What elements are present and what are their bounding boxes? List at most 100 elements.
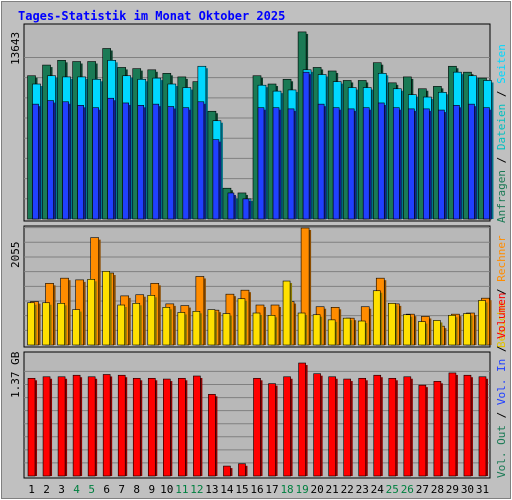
chart-panels: 13643 2055 1.37 GB — [9, 23, 494, 479]
x-tick-label: 20 — [311, 483, 324, 496]
bar-volumen-day-18 — [283, 376, 291, 477]
x-tick-label: 5 — [88, 483, 95, 496]
side-label-middle: Besuche / Rechner — [495, 235, 508, 348]
bar-besuche-day-22 — [342, 317, 351, 346]
bar-besuche-day-29 — [448, 315, 456, 346]
bar-volumen-day-16 — [253, 377, 261, 477]
bar-volumen-day-24 — [373, 374, 382, 477]
x-tick-label: 14 — [220, 483, 234, 496]
x-tick-label: 12 — [190, 483, 203, 496]
panel-middle-ymax-label: 2055 — [9, 242, 22, 269]
bar-besuche-day-26 — [403, 314, 411, 346]
bar-volumen-day-3 — [57, 376, 66, 477]
x-tick-label: 9 — [148, 483, 155, 496]
x-tick-label: 30 — [461, 483, 474, 496]
bar-volumen-day-7 — [117, 374, 126, 477]
x-tick-label: 11 — [175, 483, 188, 496]
bar-volumen-day-28 — [433, 381, 442, 477]
side-label-part: Besuche — [495, 302, 508, 348]
x-tick-label: 25 — [386, 483, 399, 496]
bar-volumen-day-6 — [102, 374, 111, 477]
x-tick-label: 29 — [446, 483, 459, 496]
bar-seiten-day-14 — [227, 192, 235, 220]
panel-middle: 2055 — [9, 225, 492, 348]
panel-bottom: 1.37 GB — [9, 351, 491, 479]
bar-besuche-day-6 — [102, 271, 110, 346]
x-tick-label: 27 — [416, 483, 429, 496]
bar-besuche-day-14 — [222, 313, 231, 346]
bar-besuche-day-11 — [177, 312, 186, 346]
bar-seiten-day-26 — [408, 108, 415, 220]
bar-besuche-day-31 — [478, 300, 486, 346]
bar-seiten-day-18 — [287, 108, 295, 220]
bar-volumen-day-22 — [343, 378, 351, 477]
bar-seiten-day-20 — [317, 103, 325, 220]
bar-seiten-day-8 — [137, 105, 145, 220]
bar-seiten-day-9 — [152, 103, 160, 220]
bar-seiten-day-13 — [212, 139, 220, 220]
bar-besuche-day-2 — [42, 302, 50, 346]
panel-bottom-ymax-label: 1.37 GB — [9, 351, 22, 398]
bar-volumen-day-27 — [418, 384, 427, 477]
side-label-part: / — [495, 405, 508, 425]
x-tick-label: 28 — [431, 483, 444, 496]
bar-seiten-day-23 — [362, 107, 370, 220]
chart-title: Tages-Statistik im Monat Oktober 2025 — [18, 9, 285, 23]
bar-seiten-day-2 — [47, 100, 54, 220]
bar-besuche-day-3 — [57, 303, 65, 346]
side-label-part: Volumen — [495, 293, 508, 339]
bar-volumen-day-11 — [178, 377, 186, 477]
x-tick-label: 23 — [356, 483, 369, 496]
bar-besuche-day-27 — [418, 321, 426, 346]
side-label-part: / — [495, 150, 508, 170]
side-label-part: Dateien — [495, 104, 508, 150]
bar-seiten-day-27 — [423, 108, 430, 220]
bar-volumen-day-10 — [163, 378, 171, 477]
x-tick-label: 21 — [326, 483, 339, 496]
bar-besuche-day-9 — [147, 295, 156, 346]
bar-volumen-day-31 — [478, 376, 487, 477]
panel-top-ymax-label: 13643 — [9, 32, 22, 65]
x-tick-label: 7 — [118, 483, 125, 496]
side-label-part: / — [495, 339, 508, 359]
bar-besuche-day-8 — [132, 303, 141, 346]
x-tick-label: 22 — [341, 483, 354, 496]
x-tick-label: 16 — [250, 483, 263, 496]
side-label-part: Vol. In — [495, 359, 508, 405]
bar-seiten-day-6 — [107, 97, 114, 220]
bar-volumen-day-21 — [328, 376, 336, 477]
x-tick-label: 10 — [160, 483, 173, 496]
bar-seiten-day-12 — [197, 101, 205, 220]
bar-seiten-day-5 — [92, 107, 99, 220]
side-label-part: / — [495, 282, 508, 302]
side-label-part: Anfragen — [495, 170, 508, 223]
bar-besuche-day-17 — [267, 315, 276, 346]
side-label-bottom: Vol. Out / Vol. In / Volumen — [495, 293, 508, 478]
bar-volumen-day-4 — [72, 374, 81, 477]
x-tick-label: 13 — [205, 483, 218, 496]
x-tick-label: 8 — [133, 483, 140, 496]
bar-seiten-day-28 — [438, 109, 445, 220]
bar-besuche-day-4 — [72, 309, 80, 346]
bar-volumen-day-9 — [147, 377, 156, 477]
bar-besuche-day-20 — [312, 314, 321, 346]
bar-seiten-day-15 — [242, 198, 250, 220]
panel-top: 13643 — [9, 23, 494, 222]
bar-volumen-day-30 — [463, 374, 472, 477]
bar-volumen-day-23 — [358, 377, 367, 477]
bar-seiten-day-25 — [392, 107, 400, 220]
side-label-part: Rechner — [495, 235, 508, 282]
x-tick-label: 24 — [371, 483, 385, 496]
x-tick-label: 17 — [265, 483, 278, 496]
bar-seiten-day-29 — [453, 105, 460, 220]
bar-besuche-day-15 — [237, 298, 246, 346]
bar-volumen-day-25 — [388, 377, 397, 477]
bar-seiten-day-21 — [332, 107, 340, 220]
bar-besuche-day-13 — [207, 309, 216, 346]
bar-besuche-day-25 — [387, 303, 396, 346]
bar-volumen-day-5 — [87, 376, 96, 477]
bar-besuche-day-28 — [433, 320, 441, 346]
bar-besuche-day-7 — [117, 304, 126, 346]
